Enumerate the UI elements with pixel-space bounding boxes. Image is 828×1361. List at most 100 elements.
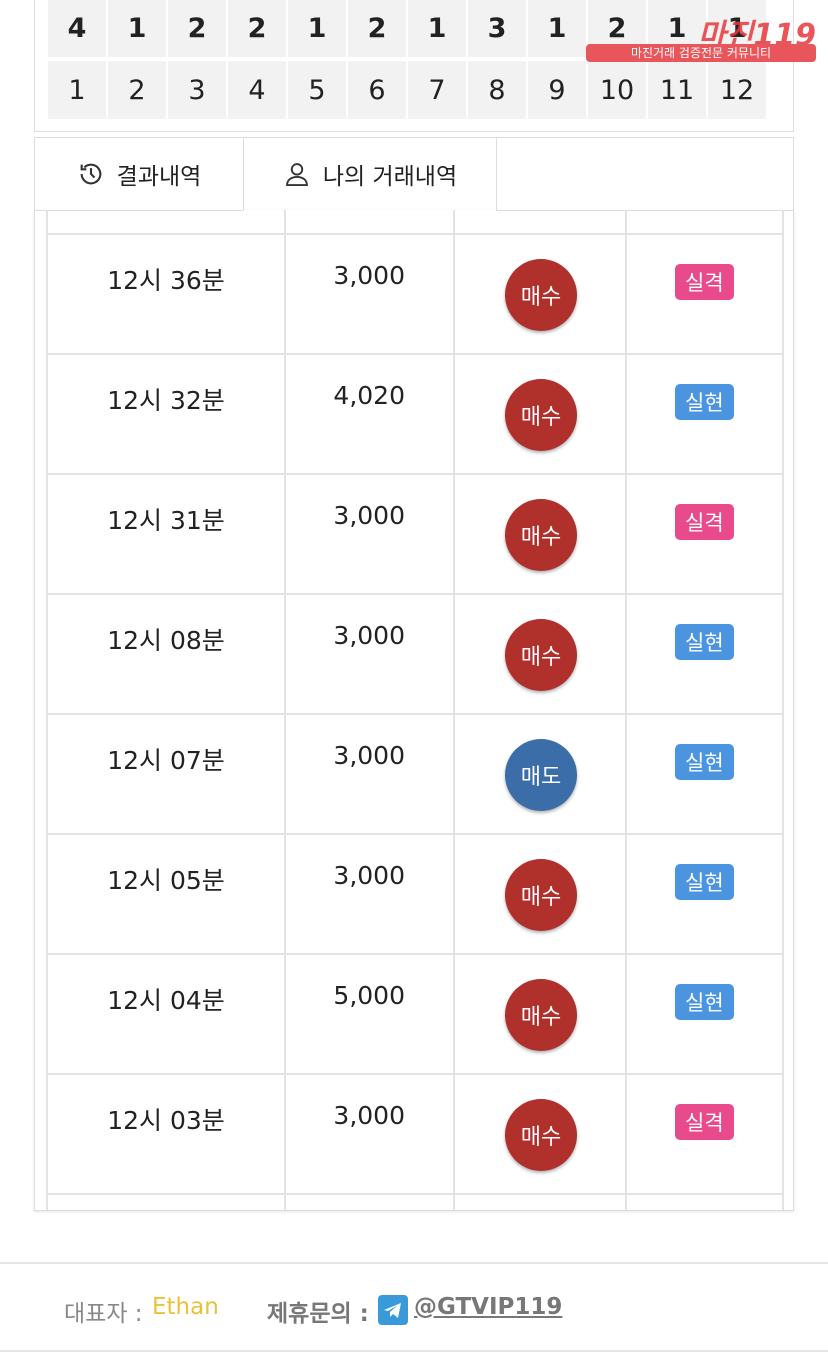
result-tag: 실현 xyxy=(675,744,734,780)
result-tag: 실현 xyxy=(675,984,734,1020)
grid-cell: 1 xyxy=(46,59,108,121)
table-cell xyxy=(455,835,627,955)
grid-cell: 5 xyxy=(286,59,348,121)
logo-subtitle: 마진거래 검증전문 커뮤니티 xyxy=(586,44,816,62)
tab-active[interactable]: 나의 거래내역 xyxy=(243,137,497,211)
grid-cell: 2 xyxy=(166,0,228,59)
trade-amount: 3,000 xyxy=(333,501,405,530)
table-cell xyxy=(455,715,627,835)
grid-cell: 1 xyxy=(286,0,348,59)
table-cell xyxy=(286,955,455,1075)
trade-amount: 3,000 xyxy=(333,1101,405,1130)
grid-cell: 10 xyxy=(586,59,648,121)
contact-link[interactable]: @GTVIP119 xyxy=(414,1294,563,1320)
table-cell xyxy=(286,210,455,235)
table-cell xyxy=(627,1075,784,1195)
table-cell xyxy=(46,235,286,355)
table-cell xyxy=(46,355,286,475)
table-cell xyxy=(627,835,784,955)
side-badge: 매수 xyxy=(505,379,577,451)
grid-cell: 6 xyxy=(346,59,408,121)
trade-time: 12시 07분 xyxy=(107,746,225,775)
table-cell xyxy=(286,355,455,475)
table-cell xyxy=(627,235,784,355)
table-cell xyxy=(627,210,784,235)
grid-cell: 8 xyxy=(466,59,528,121)
table-cell xyxy=(627,955,784,1075)
result-grid: 4 1 2 2 1 2 1 3 1 2 1 1 1 2 3 4 5 6 7 8 9 10 11 12 xyxy=(34,0,794,132)
trade-amount: 3,000 xyxy=(333,621,405,650)
table-cell xyxy=(286,1195,455,1210)
grid-cell: 11 xyxy=(646,59,708,121)
table-cell xyxy=(286,1075,455,1195)
trade-amount: 5,000 xyxy=(333,981,405,1010)
trade-time: 12시 08분 xyxy=(107,626,225,655)
side-badge: 매도 xyxy=(505,739,577,811)
trade-amount: 3,000 xyxy=(333,861,405,890)
footer: 대표자 : Ethan 제휴문의 : @GTVIP119 xyxy=(0,1262,828,1352)
tab[interactable]: 결과내역 xyxy=(34,137,244,211)
result-tag: 실현 xyxy=(675,384,734,420)
side-badge: 매수 xyxy=(505,859,577,931)
table-cell xyxy=(46,210,286,235)
table-cell xyxy=(286,715,455,835)
trade-amount: 4,020 xyxy=(333,381,405,410)
grid-cell: 4 xyxy=(46,0,108,59)
table-cell xyxy=(627,1195,784,1210)
grid-cell: 1 xyxy=(406,0,468,59)
grid-cell: 3 xyxy=(466,0,528,59)
user-icon xyxy=(286,163,308,187)
table-cell xyxy=(46,1195,286,1210)
table-cell xyxy=(455,210,627,235)
table-cell xyxy=(286,835,455,955)
grid-cell: 2 xyxy=(226,0,288,59)
table-cell xyxy=(46,475,286,595)
table-cell xyxy=(627,355,784,475)
table-cell xyxy=(286,475,455,595)
grid-cell: 9 xyxy=(526,59,588,121)
result-tag: 실현 xyxy=(675,624,734,660)
grid-cell: 1 xyxy=(106,0,168,59)
tab-label: 결과내역 xyxy=(116,164,202,190)
side-badge: 매수 xyxy=(505,499,577,571)
trade-time: 12시 04분 xyxy=(107,986,225,1015)
trade-time: 12시 05분 xyxy=(107,866,225,895)
table-cell xyxy=(46,835,286,955)
logo-title: 마진119 xyxy=(698,18,816,53)
table-cell xyxy=(46,955,286,1075)
table-cell xyxy=(455,475,627,595)
side-badge: 매수 xyxy=(505,619,577,691)
grid-cell: 4 xyxy=(226,59,288,121)
table-cell xyxy=(455,1195,627,1210)
trade-time: 12시 36분 xyxy=(107,266,225,295)
table-cell xyxy=(46,595,286,715)
table-cell xyxy=(627,475,784,595)
result-tag: 실현 xyxy=(675,864,734,900)
grid-cell: 3 xyxy=(166,59,228,121)
grid-cell: 2 xyxy=(346,0,408,59)
ceo-name: Ethan xyxy=(152,1294,219,1320)
table-cell xyxy=(46,1075,286,1195)
grid-cell: 12 xyxy=(706,59,768,121)
table-cell xyxy=(455,355,627,475)
trade-amount: 3,000 xyxy=(333,741,405,770)
telegram-icon xyxy=(378,1295,408,1325)
grid-cell: 1 xyxy=(526,0,588,59)
table-cell xyxy=(455,235,627,355)
trade-time: 12시 03분 xyxy=(107,1106,225,1135)
table-cell xyxy=(286,595,455,715)
side-badge: 매수 xyxy=(505,259,577,331)
trade-time: 12시 32분 xyxy=(107,386,225,415)
result-tag: 실격 xyxy=(675,504,734,540)
trade-time: 12시 31분 xyxy=(107,506,225,535)
grid-cell: 7 xyxy=(406,59,468,121)
result-tag: 실격 xyxy=(675,1104,734,1140)
table-cell xyxy=(455,1075,627,1195)
ceo-label: 대표자 : xyxy=(64,1301,143,1327)
table-cell xyxy=(627,595,784,715)
logo: 마진119 마진거래 검증전문 커뮤니티 xyxy=(586,10,816,62)
trade-list: 12시 36분 3,000 매수 실격 12시 32분 4,020 매수 실현 12시 31분 3… xyxy=(34,210,794,1211)
trade-amount: 3,000 xyxy=(333,261,405,290)
contact-label: 제휴문의 : xyxy=(267,1301,369,1327)
